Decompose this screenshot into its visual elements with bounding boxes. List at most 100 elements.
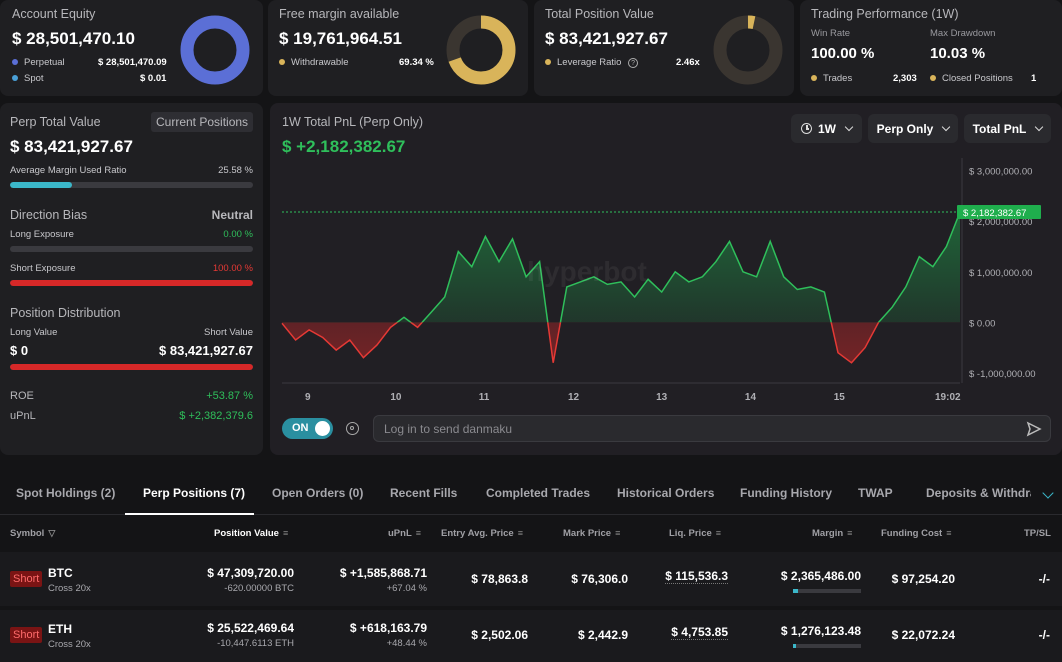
tab-historical-orders[interactable]: Historical Orders [617,486,715,500]
mark-price: $ 2,442.9 [577,628,628,642]
symbol-name[interactable]: BTC [48,566,73,580]
win-rate-value: 100.00 % [811,45,875,62]
position-value-cell: $ 25,522,469.64 -10,447.6113 ETH [207,621,294,649]
entry-price-cell: $ 2,502.06 [471,628,528,642]
spot-label: Spot [24,73,44,84]
liq-price-cell: $ 115,536.3 [665,569,728,584]
liq-price-cell: $ 4,753.85 [671,625,728,640]
short-exposure-value: 100.00 % [212,263,253,274]
margin-cell: $ 2,365,486.00 [781,569,861,593]
perp-total-label: Perp Total Value [10,115,101,129]
trades-value: 2,303 [893,73,917,84]
y-tick-label: $ 0.00 [969,318,995,329]
col-upnl[interactable]: uPnL ≡ [388,528,421,539]
table-row[interactable]: Short BTC Cross 20x $ 47,309,720.00 -620.… [0,552,1062,606]
current-positions-button[interactable]: Current Positions [151,112,254,132]
short-exposure-fill [10,280,253,286]
position-size: -10,447.6113 ETH [217,638,294,649]
tab-deposits-withdraw[interactable]: Deposits & Withdraw [926,486,1031,500]
funding-cost-cell: $ 22,072.24 [892,628,955,642]
free-margin-title: Free margin available [279,7,400,21]
col-funding-cost-label: Funding Cost [881,528,943,539]
x-tick-label: 19:02 [935,392,961,403]
total-position-card: Total Position Value $ 83,421,927.67 Lev… [534,0,794,96]
closed-positions-dot [930,75,936,82]
position-value: $ 47,309,720.00 [207,566,294,580]
col-entry-price[interactable]: Entry Avg. Price ≡ [441,528,523,539]
tab-twap[interactable]: TWAP [858,486,893,500]
symbol-name[interactable]: ETH [48,622,72,636]
settings-icon[interactable] [346,422,359,435]
liq-price[interactable]: $ 4,753.85 [671,625,728,640]
tab-open-orders[interactable]: Open Orders (0) [272,486,364,500]
toggle-knob [315,421,330,436]
range-select-label: 1W [818,121,836,136]
sort-icon: ≡ [615,528,621,538]
leverage-legend: Leverage Ratio ? [545,57,639,68]
col-margin[interactable]: Margin ≡ [812,528,852,539]
account-equity-card: Account Equity $ 28,501,470.10 Perpetual… [0,0,263,96]
x-tick-label: 13 [656,392,668,403]
max-drawdown-value: 10.03 % [930,45,986,62]
margin-ratio-label: Average Margin Used Ratio [10,165,127,176]
danmaku-input[interactable]: Log in to send danmaku [373,415,1051,442]
direction-bias-label: Direction Bias [10,208,88,222]
col-funding-cost[interactable]: Funding Cost ≡ [881,528,951,539]
col-position-value[interactable]: Position Value ≡ [214,528,288,539]
total-position-title: Total Position Value [545,7,654,21]
margin-donut-arc [446,15,516,85]
funding-cost: $ 22,072.24 [891,628,955,642]
col-liq-price[interactable]: Liq. Price ≡ [669,528,721,539]
liq-price[interactable]: $ 115,536.3 [665,569,728,584]
tabs-expand-icon[interactable] [1042,487,1054,499]
col-liq-price-label: Liq. Price [669,528,712,539]
y-tick-label: $ 2,000,000.00 [969,217,1032,228]
tab-funding-history[interactable]: Funding History [740,486,832,500]
col-symbol[interactable]: Symbol ▽ [10,528,55,539]
max-drawdown-label: Max Drawdown [930,28,996,39]
entry-price: $ 2,502.06 [471,628,528,642]
equity-donut-chart [180,15,250,85]
chevron-down-icon [1035,122,1044,132]
margin-ratio-value: 25.58 % [218,165,253,176]
margin-cell: $ 1,276,123.48 [781,624,861,648]
x-tick-label: 14 [745,392,757,403]
distribution-bar [10,364,253,370]
range-select[interactable]: 1W [791,114,862,143]
col-margin-label: Margin [812,528,844,539]
tab-recent-fills[interactable]: Recent Fills [390,486,458,500]
metric-select[interactable]: Total PnL [964,114,1051,143]
position-value: $ 25,522,469.64 [207,621,294,635]
danmaku-toggle[interactable]: ON [282,418,333,439]
position-value-cell: $ 47,309,720.00 -620.00000 BTC [207,566,294,594]
send-icon[interactable] [1026,421,1042,437]
info-icon[interactable]: ? [628,58,639,68]
tab-perp-positions[interactable]: Perp Positions (7) [143,486,246,500]
x-tick-label: 12 [568,392,580,403]
table-row[interactable]: Short ETH Cross 20x $ 25,522,469.64 -10,4… [0,610,1062,662]
scope-select[interactable]: Perp Only [868,114,958,143]
tab-spot-holdings[interactable]: Spot Holdings (2) [16,486,116,500]
leverage-dot [545,59,551,66]
sort-icon: ≡ [282,528,289,538]
withdrawable-dot [279,59,285,66]
danmaku-placeholder: Log in to send danmaku [384,422,513,436]
margin-value: $ 1,276,123.48 [780,624,861,638]
long-exposure-value: 0.00 % [223,229,253,240]
tpsl-value: -/- [1038,628,1050,642]
tpsl-cell[interactable]: -/- [1039,572,1050,586]
metric-select-label: Total PnL [972,121,1027,136]
spot-dot [12,75,18,82]
margin-mode: Cross 20x [48,583,91,594]
sort-icon: ≡ [517,528,523,538]
margin-ratio-fill [10,182,73,188]
col-mark-price[interactable]: Mark Price ≡ [563,528,620,539]
sort-icon: ≡ [946,528,952,538]
long-value: $ 0 [10,343,29,358]
y-tick-label: $ 1,000,000.00 [969,268,1032,279]
chevron-down-icon [942,122,951,132]
trades-dot [811,75,817,82]
tab-completed-trades[interactable]: Completed Trades [486,486,591,500]
tpsl-cell[interactable]: -/- [1039,628,1050,642]
pnl-chart: $ 3,000,000.00 $ 2,000,000.00 $ 1,000,000.… [281,158,1041,403]
